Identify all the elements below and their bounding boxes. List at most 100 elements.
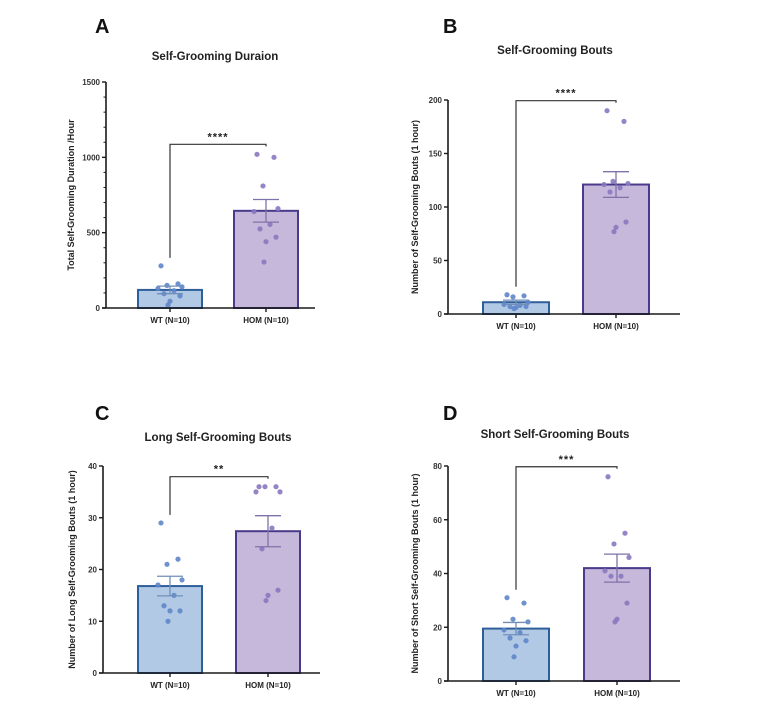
x-tick-label: WT (N=10) <box>496 689 536 698</box>
panel-c: C Long Self-Grooming Bouts Number of Long … <box>67 403 320 690</box>
panel-letter: A <box>95 16 109 38</box>
data-point-hom <box>621 118 627 124</box>
data-point-wt <box>507 635 513 641</box>
data-point-hom <box>254 151 260 157</box>
y-tick-label: 60 <box>433 516 442 525</box>
y-tick-label: 1000 <box>82 153 100 162</box>
data-point-hom <box>253 489 259 495</box>
panel-letter: B <box>443 16 457 38</box>
data-point-wt <box>161 603 167 609</box>
x-tick-label: HOM (N=10) <box>243 316 289 325</box>
chart-title: Self-Grooming Duraion <box>152 51 279 63</box>
data-point-hom <box>612 619 618 625</box>
data-point-hom <box>275 587 281 593</box>
bar-hom <box>233 209 299 310</box>
data-point-wt <box>521 600 527 606</box>
y-tick-label: 10 <box>88 617 97 626</box>
panel-d: D Short Self-Grooming Bouts Number of Shor… <box>410 403 680 698</box>
x-tick-label: WT (N=10) <box>496 322 536 331</box>
significance-bracket <box>169 476 269 515</box>
y-axis-label: Number of Self-Grooming Bouts (1 hour) <box>410 120 420 294</box>
data-point-wt <box>165 618 171 624</box>
data-point-hom <box>602 568 608 574</box>
x-tick-label: WT (N=10) <box>150 681 190 690</box>
data-point-wt <box>175 556 181 562</box>
data-point-wt <box>158 520 164 526</box>
y-tick-label: 0 <box>438 677 443 686</box>
y-tick-label: 40 <box>88 462 97 471</box>
y-tick-label: 0 <box>438 310 443 319</box>
data-point-hom <box>277 489 283 495</box>
data-point-wt <box>177 608 183 614</box>
significance-bracket <box>515 466 618 590</box>
panel-letter: C <box>95 403 109 425</box>
data-point-hom <box>273 484 279 490</box>
data-point-hom <box>601 181 607 188</box>
data-point-hom <box>265 592 271 598</box>
data-point-wt <box>510 616 516 622</box>
bar-hom <box>582 183 650 315</box>
data-point-hom <box>263 239 269 245</box>
data-point-hom <box>605 474 611 480</box>
y-tick-label: 150 <box>429 150 443 159</box>
data-point-hom <box>261 259 267 265</box>
x-tick-label: HOM (N=10) <box>245 681 291 690</box>
data-point-wt <box>511 306 517 312</box>
data-point-wt <box>523 638 529 644</box>
data-point-hom <box>256 484 262 490</box>
chart-title: Short Self-Grooming Bouts <box>481 429 630 441</box>
y-tick-label: 100 <box>429 203 443 212</box>
data-point-wt <box>171 288 177 294</box>
data-point-wt <box>511 654 517 660</box>
data-point-hom <box>617 185 623 191</box>
bar-wt <box>482 627 550 682</box>
bar-hom <box>583 567 651 682</box>
data-point-wt <box>517 630 523 636</box>
data-point-wt <box>504 595 510 601</box>
data-point-wt <box>167 608 173 614</box>
chart-title: Long Self-Grooming Bouts <box>145 432 292 444</box>
x-tick-label: WT (N=10) <box>150 316 190 325</box>
significance-bracket <box>515 100 617 287</box>
panel-b: B Self-Grooming Bouts Number of Self-Groom… <box>410 16 680 331</box>
data-point-wt <box>155 582 161 588</box>
panel-a: A Self-Grooming Duraion Total Self-Groomin… <box>66 16 315 325</box>
significance-label: ** <box>214 464 225 476</box>
data-point-hom <box>623 219 629 225</box>
y-tick-label: 20 <box>433 623 442 632</box>
data-point-wt <box>158 263 164 269</box>
data-point-hom <box>618 573 624 579</box>
panel-letter: D <box>443 403 457 425</box>
data-point-wt <box>164 561 170 567</box>
y-tick-label: 1500 <box>82 78 100 87</box>
data-point-hom <box>608 573 614 579</box>
data-point-hom <box>613 224 619 230</box>
data-point-wt <box>164 282 170 288</box>
data-point-hom <box>273 234 279 240</box>
y-tick-label: 50 <box>433 257 442 266</box>
data-point-hom <box>611 541 617 547</box>
data-point-hom <box>604 108 610 114</box>
data-point-hom <box>262 484 268 490</box>
data-point-hom <box>257 226 263 232</box>
significance-label: **** <box>555 88 576 100</box>
data-point-hom <box>251 208 257 215</box>
y-tick-label: 80 <box>433 462 442 471</box>
data-point-hom <box>622 530 628 536</box>
data-point-wt <box>177 293 183 299</box>
data-point-hom <box>607 189 613 195</box>
data-point-hom <box>269 525 275 531</box>
chart-title: Self-Grooming Bouts <box>497 45 613 57</box>
data-point-wt <box>525 299 531 305</box>
significance-label: *** <box>559 454 575 466</box>
data-point-wt <box>521 293 527 299</box>
y-tick-label: 20 <box>88 566 97 575</box>
x-tick-label: HOM (N=10) <box>594 689 640 698</box>
data-point-hom <box>263 597 269 604</box>
data-point-hom <box>624 600 630 606</box>
data-point-wt <box>513 643 519 649</box>
y-axis-label: Total Self-Grooming Duration /Hour <box>66 119 76 271</box>
data-point-wt <box>501 627 507 633</box>
data-point-hom <box>626 554 632 560</box>
x-tick-label: HOM (N=10) <box>593 322 639 331</box>
